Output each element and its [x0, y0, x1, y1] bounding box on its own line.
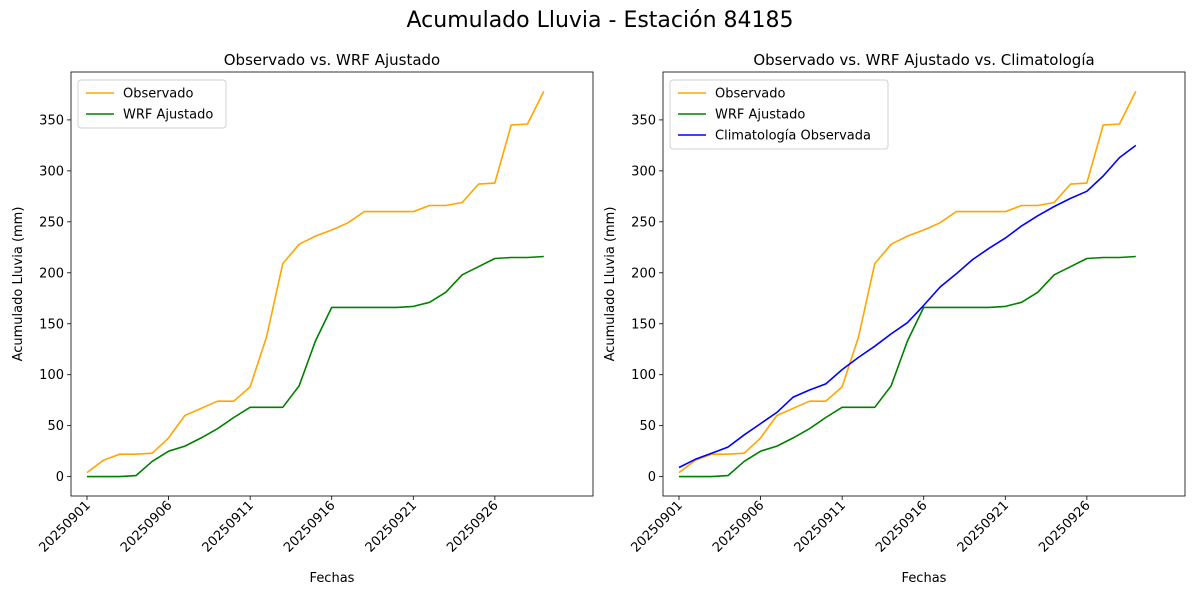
chart-panel-1: Observado vs. WRF Ajustado 0 50 100 150 200 25…	[11, 51, 594, 586]
legend-entry: Climatología Observada	[715, 129, 871, 144]
legend-entry: WRF Ajustado	[715, 108, 805, 123]
x-tick-label: 20250921	[363, 498, 420, 555]
x-tick-label: 20250911	[200, 498, 257, 555]
axes-frame	[70, 71, 594, 497]
x-axis-label: Fechas	[902, 571, 947, 586]
legend-frame	[669, 79, 889, 150]
x-tick-label: 20250926	[444, 498, 501, 555]
x-tick-label: 20250906	[710, 498, 767, 555]
y-axis-label: Acumulado Lluvia (mm)	[11, 207, 26, 362]
y-tick-label: 50	[639, 419, 656, 434]
series-line-wrf-ajustado	[87, 255, 544, 478]
y-tick-label: 0	[648, 470, 656, 485]
x-tick-label: 20250926	[1036, 498, 1093, 555]
legend: Observado WRF Ajustado	[77, 79, 227, 129]
y-tick-label: 200	[631, 266, 656, 281]
y-tick-label: 300	[631, 164, 656, 179]
y-tick-label: 50	[47, 419, 64, 434]
y-tick-label: 250	[39, 215, 64, 230]
x-tick-label: 20250901	[36, 498, 93, 555]
legend: Observado WRF Ajustado Climatología Observ…	[669, 79, 889, 150]
panel-title: Observado vs. WRF Ajustado	[224, 51, 440, 69]
legend-frame	[77, 79, 227, 129]
y-tick-label: 250	[631, 215, 656, 230]
y-tick-label: 0	[56, 470, 64, 485]
y-tick-label: 350	[39, 113, 64, 128]
y-tick-label: 150	[631, 317, 656, 332]
chart-panel-2: Observado vs. WRF Ajustado vs. Climatolo…	[603, 51, 1186, 586]
panel-title: Observado vs. WRF Ajustado vs. Climatolo…	[753, 51, 1094, 69]
x-tick-label: 20250906	[118, 498, 175, 555]
y-tick-label: 100	[39, 368, 64, 383]
y-tick-label: 200	[39, 266, 64, 281]
series-line-wrf-ajustado	[679, 255, 1136, 478]
series-line-observado	[86, 91, 545, 474]
x-tick-label: 20250916	[873, 498, 930, 555]
x-tick-label: 20250921	[955, 498, 1012, 555]
legend-entry: Observado	[123, 87, 194, 102]
y-tick-label: 350	[631, 113, 656, 128]
legend-entry: WRF Ajustado	[123, 108, 213, 123]
legend-entry: Observado	[715, 87, 786, 102]
x-axis-label: Fechas	[310, 571, 355, 586]
y-tick-label: 300	[39, 164, 64, 179]
figure-title: Acumulado Lluvia - Estación 84185	[406, 8, 794, 33]
series-line-observado	[678, 91, 1137, 474]
y-tick-label: 100	[631, 368, 656, 383]
y-tick-label: 150	[39, 317, 64, 332]
y-axis-label: Acumulado Lluvia (mm)	[603, 207, 618, 362]
series-line-climatolog-a-observada	[678, 144, 1137, 469]
x-tick-label: 20250911	[792, 498, 849, 555]
x-tick-label: 20250901	[628, 498, 685, 555]
x-tick-label: 20250916	[281, 498, 338, 555]
